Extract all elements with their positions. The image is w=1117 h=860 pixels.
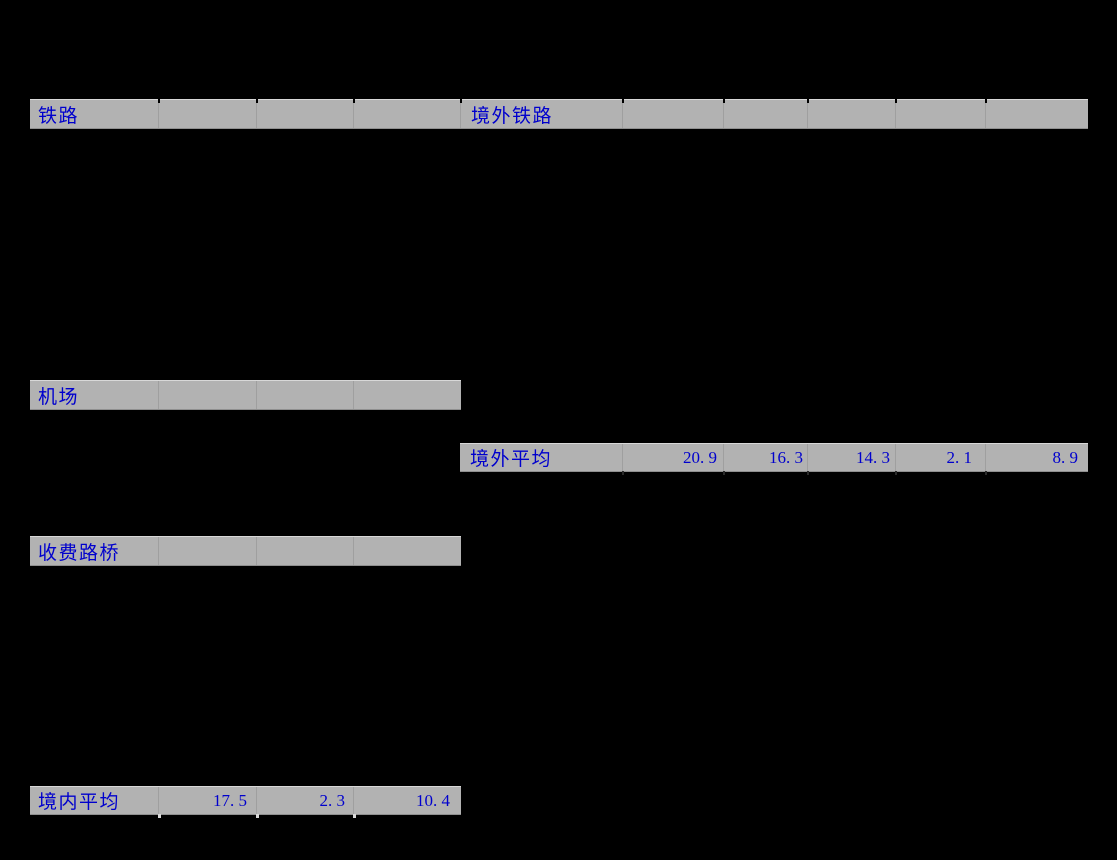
overseas-average-row: 境外平均 20. 9 16. 3 14. 3 2. 1 8. 9 xyxy=(460,443,1088,475)
overseas-average-value: 20. 9 xyxy=(683,447,717,467)
domestic-average-value: 2. 3 xyxy=(319,790,346,810)
overseas-average-label: 境外平均 xyxy=(470,448,553,470)
column-separator xyxy=(158,537,159,565)
column-tick xyxy=(807,99,809,103)
overseas-railway-header-cell: 境外铁路 xyxy=(460,100,1088,128)
column-separator xyxy=(895,100,896,128)
column-tick xyxy=(622,471,624,475)
domestic-average-value-cell: 17. 5 xyxy=(158,787,256,814)
railway-section-label: 铁路 xyxy=(38,104,80,127)
column-tick xyxy=(256,814,259,818)
column-tick xyxy=(460,99,462,103)
column-separator xyxy=(256,100,257,128)
domestic-average-value-cell: 2. 3 xyxy=(256,787,353,814)
overseas-average-value-cell: 2. 1 xyxy=(895,444,985,471)
column-tick xyxy=(353,99,355,103)
overseas-average-label-cell: 境外平均 xyxy=(460,444,622,471)
column-separator xyxy=(158,381,159,409)
railway-header-cell: 铁路 xyxy=(30,100,460,128)
airport-section-label: 机场 xyxy=(38,385,80,408)
overseas-average-value-cell: 14. 3 xyxy=(807,444,895,471)
column-separator xyxy=(353,381,354,409)
column-separator xyxy=(622,100,623,128)
toll-roads-header-cell: 收费路桥 xyxy=(30,537,461,565)
overseas-average-value: 2. 1 xyxy=(946,447,973,467)
airport-section-row: 机场 xyxy=(30,380,461,410)
column-tick xyxy=(353,814,356,818)
column-tick xyxy=(985,471,987,475)
column-tick xyxy=(158,814,161,818)
domestic-average-row: 境内平均 17. 5 2. 3 10. 4 xyxy=(30,786,461,818)
overseas-average-value-cell: 20. 9 xyxy=(622,444,723,471)
overseas-average-value: 8. 9 xyxy=(1052,447,1079,467)
column-separator xyxy=(723,100,724,128)
column-separator xyxy=(807,100,808,128)
domestic-average-value: 17. 5 xyxy=(213,790,247,810)
overseas-average-value-cell: 8. 9 xyxy=(985,444,1088,471)
column-tick xyxy=(723,471,725,475)
domestic-average-value: 10. 4 xyxy=(416,790,450,810)
column-tick xyxy=(158,99,160,103)
column-tick xyxy=(723,99,725,103)
airport-header-cell: 机场 xyxy=(30,381,461,409)
domestic-average-label: 境内平均 xyxy=(38,791,121,813)
column-separator xyxy=(256,381,257,409)
column-tick xyxy=(256,99,258,103)
column-separator xyxy=(158,100,159,128)
column-separator xyxy=(353,100,354,128)
column-tick xyxy=(985,99,987,103)
domestic-average-value-cell: 10. 4 xyxy=(353,787,461,814)
overseas-average-value: 16. 3 xyxy=(769,447,803,467)
column-separator xyxy=(353,537,354,565)
column-tick xyxy=(622,99,624,103)
column-separator xyxy=(256,537,257,565)
column-tick xyxy=(807,471,809,475)
domestic-average-label-cell: 境内平均 xyxy=(30,787,158,814)
column-separator xyxy=(985,100,986,128)
sector-header-row: 铁路 境外铁路 xyxy=(30,99,1088,129)
overseas-average-value: 14. 3 xyxy=(856,447,890,467)
column-tick xyxy=(895,471,897,475)
overseas-average-value-cell: 16. 3 xyxy=(723,444,807,471)
overseas-railway-section-label: 境外铁路 xyxy=(471,104,554,127)
toll-roads-section-row: 收费路桥 xyxy=(30,536,461,566)
toll-roads-section-label: 收费路桥 xyxy=(38,541,121,564)
column-tick xyxy=(895,99,897,103)
